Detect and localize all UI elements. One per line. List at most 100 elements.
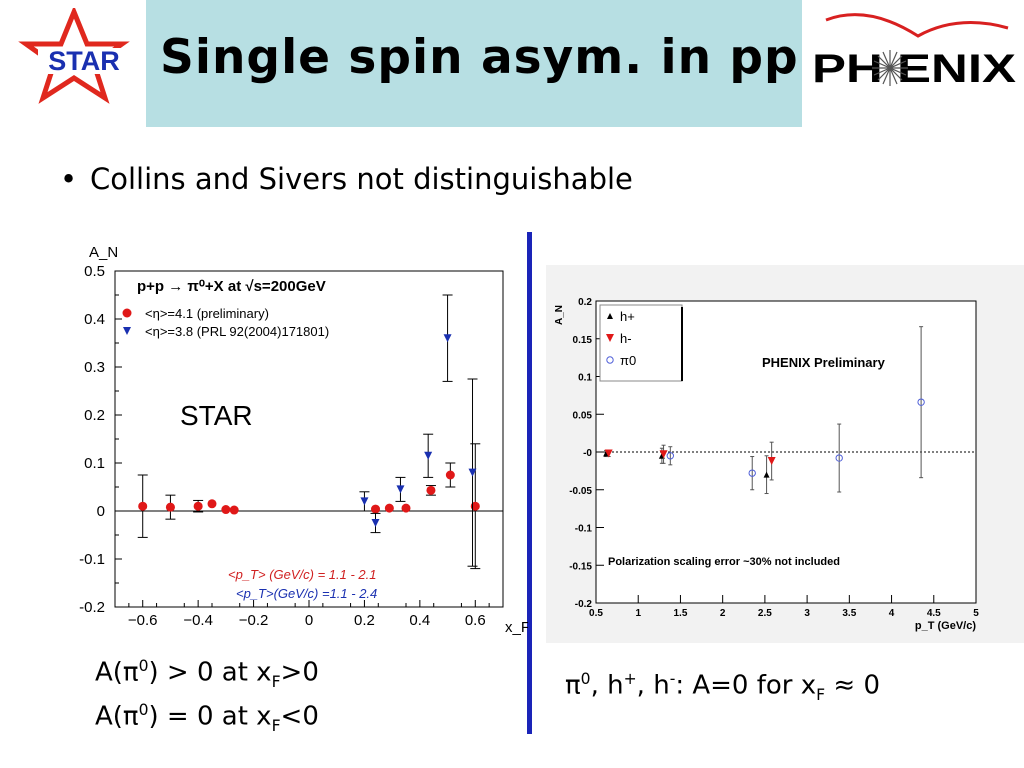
star-ylabel: A_N [89, 244, 118, 261]
star-series0-point-11 [470, 501, 480, 511]
phenix-series1-point-1 [659, 450, 668, 459]
star-ytick-label: 0.4 [84, 311, 105, 328]
star-ytick-label: 0.2 [84, 407, 105, 424]
star-ytick-label: 0.3 [84, 359, 105, 376]
star-series0-point-6 [371, 504, 381, 514]
phenix-ytick-label: -0.05 [569, 486, 592, 497]
phenix-logo-text: PH ENIX [812, 47, 1016, 91]
phenix-ytick-label: -0.1 [575, 524, 593, 535]
caption-star-zero: A(π0) = 0 at xF<0 [95, 701, 319, 735]
phenix-xtick-label: 1.5 [673, 608, 687, 619]
star-logo-text: STAR [48, 46, 120, 76]
phenix-legend-label-0: h+ [620, 309, 635, 324]
star-pt-note-red: <p_T> (GeV/c) = 1.1 - 2.1 [228, 567, 377, 582]
phenix-note: Polarization scaling error ~30% not incl… [608, 556, 840, 568]
star-legend-marker-red [122, 308, 132, 318]
caption-phenix: π0, h+, h-: A=0 for xF ≈ 0 [565, 670, 880, 704]
phenix-xtick-label: 5 [973, 608, 979, 619]
phenix-xtick-label: 3 [804, 608, 810, 619]
phenix-xlabel: p_T (GeV/c) [915, 620, 976, 632]
phenix-ylabel: A_N [554, 305, 565, 325]
star-chart: -0.2 -0.1 0 0.1 0.2 0.3 0.4 0.5 −0.6 −0.4 −0.2 0 0.2… [79, 244, 528, 636]
star-xtick-label: 0.6 [465, 612, 486, 629]
star-series0-point-0 [138, 501, 148, 511]
phenix-xtick-label: 4.5 [927, 608, 941, 619]
star-chart-title: p+p → π⁰+X at √s=200GeV [137, 278, 326, 295]
phenix-ytick-label: 0.05 [573, 410, 593, 421]
star-ytick-label: 0.1 [84, 455, 105, 472]
phenix-logo: PH ENIX [812, 13, 1016, 91]
star-series0-point-1 [165, 502, 175, 512]
star-xtick-label: 0.2 [354, 612, 375, 629]
star-ytick-label: -0.2 [79, 599, 105, 616]
star-logo-band [38, 48, 134, 74]
phenix-ytick-label: -0 [583, 448, 592, 459]
star-xtick-label: 0 [305, 612, 313, 629]
star-xlabel: x_F [505, 619, 528, 636]
phenix-chart-title: PHENIX Preliminary [762, 355, 886, 370]
star-logo: STAR [18, 8, 134, 104]
bullet-text: Collins and Sivers not distinguishable [90, 162, 633, 196]
phenix-ytick-label: 0.2 [578, 297, 592, 308]
vertical-divider [527, 232, 532, 734]
star-series1-point-5 [468, 468, 477, 477]
phenix-xtick-label: 3.5 [842, 608, 856, 619]
star-pt-note-blue: <p_T>(GeV/c) =1.1 - 2.4 [236, 586, 377, 601]
phenix-series2-point-1 [748, 469, 756, 477]
phenix-xtick-label: 2.5 [758, 608, 772, 619]
star-series0-point-3 [207, 499, 217, 509]
star-series0-point-4 [221, 505, 231, 515]
phenix-chart: -0.2 -0.15 -0.1 -0.05 -0 0.05 0.1 0.15 0.2 0.5 1 1.… [546, 265, 1024, 643]
phenix-xtick-label: 0.5 [589, 608, 603, 619]
star-series0-point-2 [193, 501, 203, 511]
slide-title: Single spin asym. in pp [160, 30, 799, 85]
caption-star-positive: A(π0) > 0 at xF>0 [95, 657, 319, 691]
phenix-series2-point-0 [666, 452, 675, 460]
star-series1-point-4 [443, 334, 452, 343]
star-xtick-label: −0.6 [128, 612, 158, 629]
phenix-xtick-label: 4 [889, 608, 895, 619]
phenix-legend-marker-1 [606, 334, 614, 342]
star-inplot-label: STAR [180, 400, 253, 431]
phenix-xtick-label: 1 [635, 608, 641, 619]
phenix-series1-point-2 [767, 457, 776, 466]
phenix-legend-marker-0 [607, 313, 613, 319]
phenix-ytick-label: 0.15 [573, 335, 593, 346]
title-banner [146, 0, 802, 127]
phenix-ytick-label: 0.1 [578, 373, 592, 384]
star-xtick-label: −0.2 [239, 612, 269, 629]
star-series1-point-3 [424, 451, 433, 460]
phenix-xtick-label: 2 [720, 608, 726, 619]
phenix-series2-point-2 [835, 454, 843, 462]
star-series0-point-10 [445, 470, 455, 480]
star-series0-point-8 [401, 503, 411, 513]
phenix-legend-marker-2 [606, 356, 614, 364]
star-series1-point-2 [396, 485, 405, 494]
star-ytick-label: 0 [97, 503, 105, 520]
star-series0-point-5 [229, 505, 239, 515]
phenix-ytick-label: -0.15 [569, 561, 592, 572]
phenix-series0-point-2 [763, 471, 770, 478]
star-series0-point-9 [426, 485, 436, 495]
star-ytick-label: 0.5 [84, 263, 105, 280]
star-legend-label-red: <η>=4.1 (preliminary) [145, 306, 269, 321]
star-legend-label-blue: <η>=3.8 (PRL 92(2004)171801) [145, 324, 329, 339]
star-plot-frame [114, 270, 504, 608]
star-series0-point-7 [384, 503, 394, 513]
star-legend-marker-blue [123, 327, 131, 335]
star-ytick-label: -0.1 [79, 551, 105, 568]
bullet-item: • Collins and Sivers not distinguishable [60, 162, 633, 196]
star-series1-point-1 [371, 519, 380, 527]
phenix-series1-point-0 [604, 449, 613, 458]
star-series1-point-0 [360, 497, 369, 506]
bullet-marker: • [60, 162, 78, 196]
phenix-swoosh-icon [825, 13, 1009, 38]
phenix-series2-point-3 [917, 398, 925, 406]
star-xtick-label: 0.4 [409, 612, 430, 629]
phenix-ytick-label: -0.2 [575, 599, 593, 610]
phenix-legend-label-2: π0 [620, 353, 636, 368]
phenix-legend-box [599, 304, 683, 382]
phenix-sunburst-icon [872, 50, 908, 86]
star-xtick-label: −0.4 [183, 612, 213, 629]
phenix-legend-label-1: h- [620, 331, 632, 346]
